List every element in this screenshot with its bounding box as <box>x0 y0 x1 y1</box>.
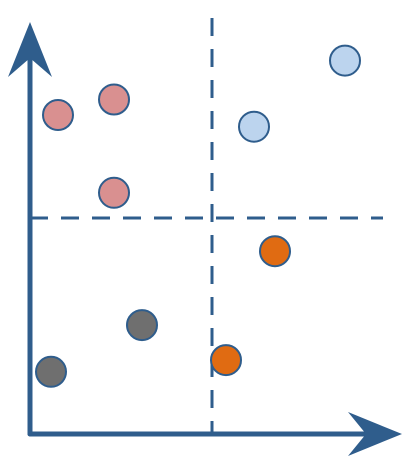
gray-point-1 <box>35 355 67 388</box>
point-layer <box>35 44 361 388</box>
blue-point-2 <box>329 44 361 77</box>
pink-point-1 <box>42 99 74 131</box>
orange-point-1 <box>259 235 291 268</box>
axes <box>8 22 402 456</box>
quadrant-guides <box>30 18 383 434</box>
blue-point-1 <box>238 110 270 143</box>
gray-point-2 <box>126 309 158 342</box>
orange-point-2 <box>210 344 242 377</box>
x-axis-arrow-icon <box>348 412 402 456</box>
pink-point-3 <box>98 83 130 116</box>
y-axis-arrow-icon <box>8 22 52 77</box>
pink-point-2 <box>98 176 130 209</box>
